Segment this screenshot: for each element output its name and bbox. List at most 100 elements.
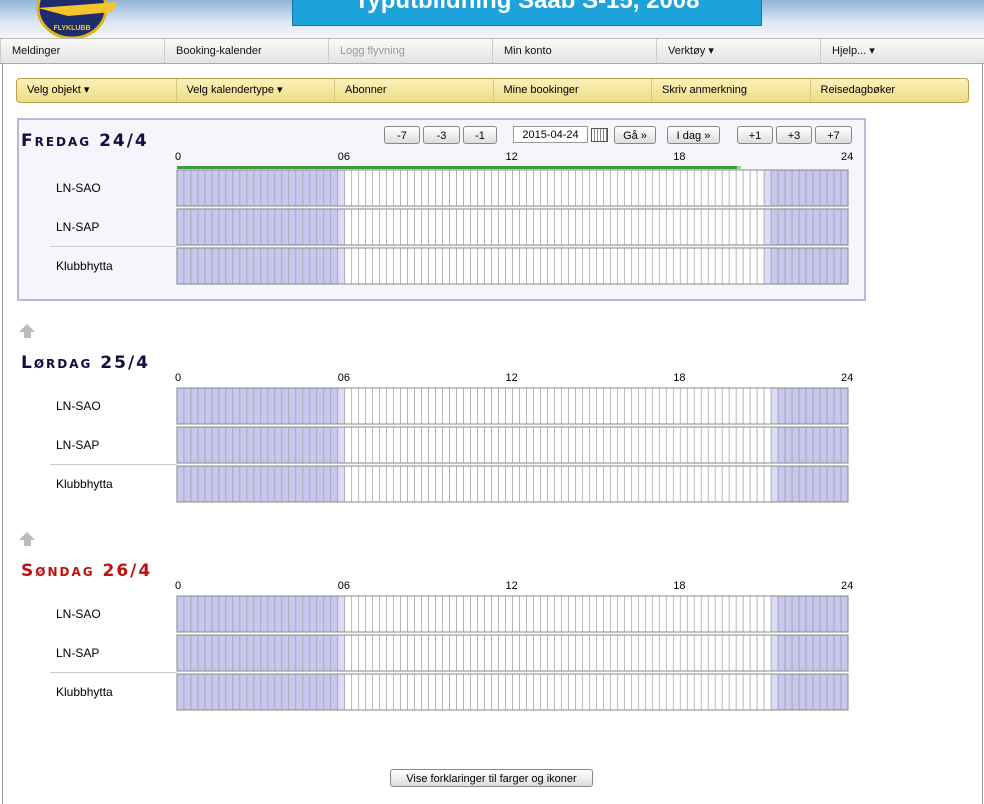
time-slot[interactable] [386,387,394,425]
time-slot[interactable] [176,673,185,711]
time-slot[interactable] [246,247,255,285]
time-slot[interactable] [554,673,562,711]
time-slot[interactable] [651,169,660,207]
time-slot[interactable] [449,634,457,672]
time-slot[interactable] [225,169,234,207]
time-slot[interactable] [330,426,339,464]
time-slot[interactable] [568,465,576,503]
time-slot[interactable] [351,465,360,503]
time-slot[interactable] [428,595,436,633]
time-slot[interactable] [295,634,304,672]
time-slot[interactable] [344,634,353,672]
time-slot[interactable] [246,208,255,246]
time-slot[interactable] [519,634,527,672]
time-slot[interactable] [749,673,758,711]
time-slot[interactable] [372,426,380,464]
time-slot[interactable] [791,673,800,711]
time-slot[interactable] [197,634,206,672]
time-slot[interactable] [407,426,415,464]
time-slot[interactable] [267,387,276,425]
time-slot[interactable] [540,247,548,285]
time-slot[interactable] [749,247,758,285]
time-slot[interactable] [540,595,548,633]
time-slot[interactable] [645,247,653,285]
time-slot[interactable] [561,673,569,711]
time-slot[interactable] [358,247,367,285]
time-slot[interactable] [197,247,206,285]
time-slot[interactable] [679,634,688,672]
time-slot[interactable] [638,208,646,246]
time-slot[interactable] [721,426,730,464]
time-slot[interactable] [484,169,492,207]
time-slot[interactable] [721,673,730,711]
time-slot[interactable] [197,169,206,207]
time-slot[interactable] [176,169,185,207]
time-slot[interactable] [386,169,394,207]
time-slot[interactable] [596,387,604,425]
time-slot[interactable] [260,169,269,207]
time-slot[interactable] [519,465,527,503]
time-slot[interactable] [554,595,562,633]
time-slot[interactable] [442,595,450,633]
time-slot[interactable] [435,387,443,425]
time-slot[interactable] [176,426,185,464]
time-slot[interactable] [512,673,520,711]
time-slot[interactable] [631,465,639,503]
time-slot[interactable] [610,595,618,633]
time-slot[interactable] [505,247,513,285]
time-slot[interactable] [442,634,450,672]
time-slot[interactable] [805,595,814,633]
time-slot[interactable] [596,169,604,207]
time-slot[interactable] [351,426,360,464]
time-slot[interactable] [631,634,639,672]
time-slot[interactable] [658,634,667,672]
time-slot[interactable] [624,247,632,285]
resource-label[interactable]: LN-SAO [56,399,101,413]
time-slot[interactable] [498,169,506,207]
time-slot[interactable] [603,169,611,207]
time-slot[interactable] [728,465,737,503]
time-slot[interactable] [693,595,702,633]
time-slot[interactable] [624,387,632,425]
time-slot[interactable] [540,208,548,246]
time-slot[interactable] [547,208,555,246]
time-slot[interactable] [239,387,248,425]
time-slot[interactable] [421,247,429,285]
time-slot[interactable] [526,247,534,285]
time-slot[interactable] [686,673,695,711]
time-slot[interactable] [379,465,387,503]
time-slot[interactable] [470,169,478,207]
time-slot[interactable] [735,634,744,672]
time-slot[interactable] [484,426,492,464]
time-slot[interactable] [316,247,325,285]
time-slot[interactable] [449,208,457,246]
time-slot[interactable] [756,673,765,711]
legend-button[interactable]: Vise forklaringer til farger og ikoner [390,769,593,787]
time-slot[interactable] [330,634,339,672]
time-slot[interactable] [449,247,457,285]
time-slot[interactable] [372,634,380,672]
time-slot[interactable] [519,247,527,285]
time-slot[interactable] [749,595,758,633]
time-slot[interactable] [491,247,499,285]
day-back-button[interactable]: -7 [384,126,420,144]
time-slot[interactable] [526,169,534,207]
time-slot[interactable] [491,387,499,425]
time-slot[interactable] [672,208,681,246]
time-slot[interactable] [554,387,562,425]
time-slot[interactable] [393,387,401,425]
time-slot[interactable] [631,208,639,246]
time-slot[interactable] [540,465,548,503]
time-slot[interactable] [288,247,297,285]
time-slot[interactable] [624,208,632,246]
time-slot[interactable] [533,426,541,464]
time-slot[interactable] [665,595,674,633]
time-slot[interactable] [218,247,227,285]
time-slot[interactable] [365,387,374,425]
time-slot[interactable] [665,387,674,425]
time-slot[interactable] [610,634,618,672]
time-slot[interactable] [267,426,276,464]
time-slot[interactable] [596,208,604,246]
time-slot[interactable] [728,208,737,246]
time-slot[interactable] [714,208,723,246]
